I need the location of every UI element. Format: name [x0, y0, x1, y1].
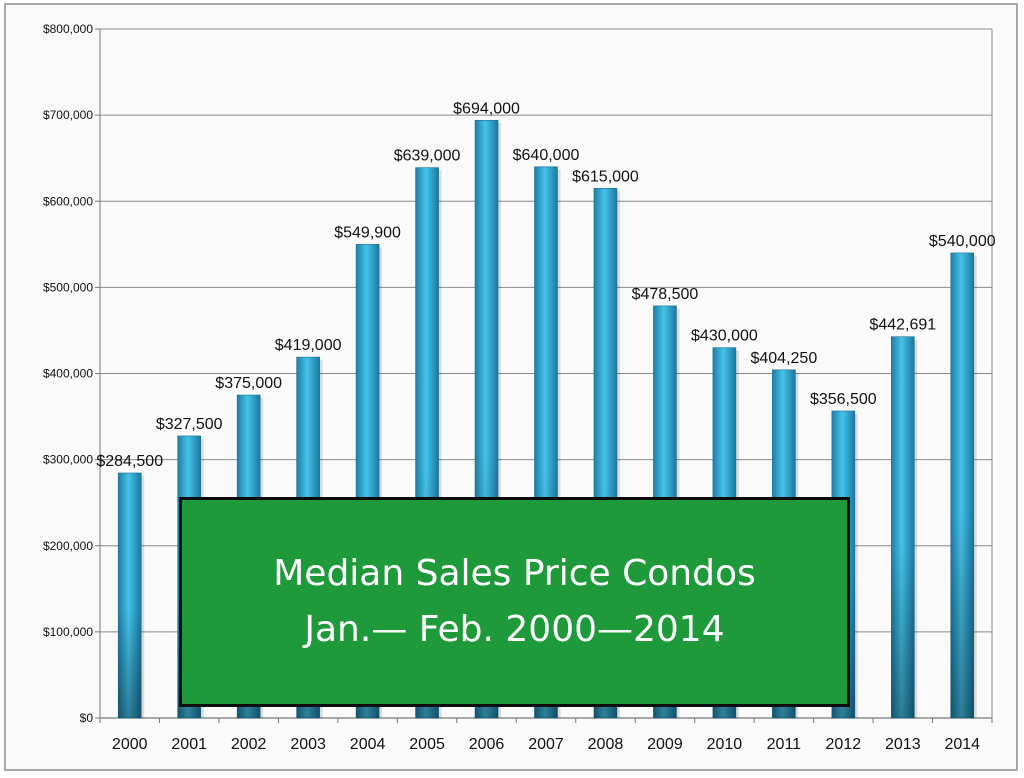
x-tick-label: 2004 — [350, 736, 386, 753]
y-tick-label: $700,000 — [43, 108, 93, 122]
data-label: $478,500 — [632, 286, 699, 303]
bar-shading — [118, 607, 142, 718]
x-tick-label: 2013 — [885, 736, 921, 753]
x-tick-label: 2008 — [588, 736, 624, 753]
chart-subtitle: Jan.— Feb. 2000—2014 — [304, 609, 725, 650]
x-tick-label: 2002 — [231, 736, 267, 753]
x-tick-label: 2012 — [826, 736, 862, 753]
data-label: $694,000 — [453, 100, 520, 117]
y-axis-tick-labels: $0 $100,000 $200,000 $300,000 $400,000 $500,0… — [43, 22, 93, 725]
x-tick-label: 2006 — [469, 736, 505, 753]
x-tick-label: 2007 — [528, 736, 564, 753]
chart-title-box: Median Sales Price Condos Jan.— Feb. 200… — [179, 497, 850, 707]
data-label: $284,500 — [96, 453, 163, 470]
bar-shading — [891, 546, 915, 718]
y-tick-label: $0 — [80, 711, 94, 725]
x-tick-label: 2011 — [767, 736, 802, 753]
y-tick-label: $100,000 — [43, 625, 93, 639]
x-tick-label: 2001 — [171, 736, 207, 753]
x-tick-label: 2003 — [290, 736, 326, 753]
chart-title: Median Sales Price Condos — [273, 553, 756, 594]
data-label: $356,500 — [810, 391, 877, 408]
y-tick-label: $200,000 — [43, 539, 93, 553]
data-label: $442,691 — [869, 317, 936, 334]
y-tick-label: $800,000 — [43, 22, 93, 36]
data-label: $375,000 — [215, 375, 282, 392]
data-label: $430,000 — [691, 328, 758, 345]
bar-shading — [950, 508, 974, 718]
data-label: $540,000 — [929, 233, 996, 250]
data-label: $404,250 — [750, 350, 817, 367]
y-tick-label: $300,000 — [43, 453, 93, 467]
x-tick-label: 2005 — [409, 736, 445, 753]
x-tick-label: 2014 — [944, 736, 980, 753]
x-tick-label: 2009 — [647, 736, 683, 753]
data-label: $615,000 — [572, 168, 639, 185]
y-tick-label: $600,000 — [43, 194, 93, 208]
data-labels: $284,500 $327,500 $375,000 $419,000 $549,900… — [96, 100, 995, 470]
y-tick-label: $500,000 — [43, 280, 93, 294]
data-label: $327,500 — [156, 416, 223, 433]
data-label: $549,900 — [334, 224, 401, 241]
data-label: $639,000 — [394, 148, 461, 165]
x-tick-label: 2010 — [707, 736, 743, 753]
data-label: $419,000 — [275, 337, 342, 354]
x-axis-tick-labels: 2000 2001 2002 2003 2004 2005 2006 2007 2008 2009… — [112, 736, 980, 753]
y-tick-label: $400,000 — [43, 367, 93, 381]
x-tick-label: 2000 — [112, 736, 148, 753]
data-label: $640,000 — [513, 147, 580, 164]
